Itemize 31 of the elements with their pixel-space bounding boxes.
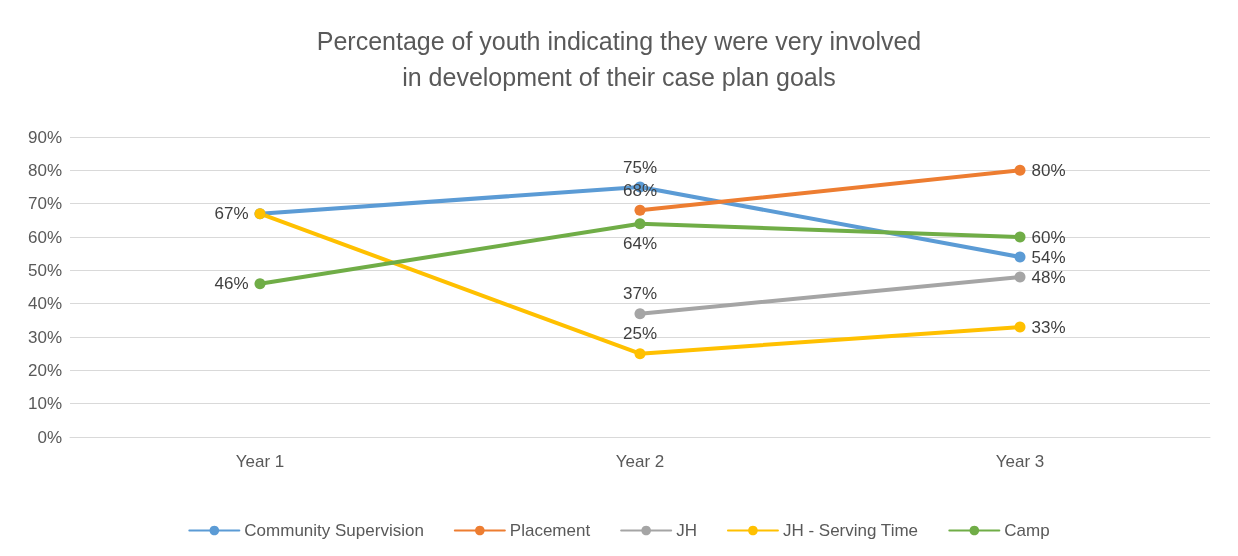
y-tick-label: 80% — [27, 160, 62, 180]
data-label: 54% — [1031, 247, 1066, 267]
data-label: 25% — [622, 324, 658, 344]
y-tick-label: 70% — [27, 194, 62, 214]
data-label: 67% — [214, 204, 249, 224]
data-label: 48% — [1031, 267, 1066, 287]
x-tick-label: Year 2 — [615, 452, 665, 471]
x-tick-label: Year 1 — [235, 452, 285, 471]
y-tick-label: 60% — [27, 227, 62, 247]
y-tick-label: 10% — [27, 394, 62, 414]
y-tick-label: 30% — [27, 327, 62, 347]
chart-title: Percentage of youth indicating they were very involved in development of their case plan goals — [316, 27, 922, 91]
y-tick-label: 0% — [37, 427, 62, 447]
data-label: 60% — [1031, 227, 1066, 247]
data-label: 68% — [622, 180, 658, 200]
legend-label: Camp — [1004, 521, 1050, 540]
legend-label: JH — [676, 521, 697, 540]
legend-label: JH - Serving Time — [782, 521, 919, 540]
x-tick-label: Year 3 — [995, 452, 1045, 471]
data-label: 46% — [214, 274, 249, 294]
y-tick-label: 50% — [27, 260, 62, 280]
legend-label: Community Supervision — [244, 521, 424, 540]
y-tick-label: 90% — [27, 127, 62, 147]
y-tick-label: 20% — [27, 360, 62, 380]
legend-label: Placement — [509, 521, 591, 540]
data-label: 33% — [1031, 317, 1066, 337]
y-tick-label: 40% — [27, 294, 62, 314]
data-label: 64% — [622, 234, 658, 254]
data-label: 75% — [622, 157, 658, 177]
data-label: 80% — [1031, 160, 1066, 180]
data-label: 37% — [622, 284, 658, 304]
